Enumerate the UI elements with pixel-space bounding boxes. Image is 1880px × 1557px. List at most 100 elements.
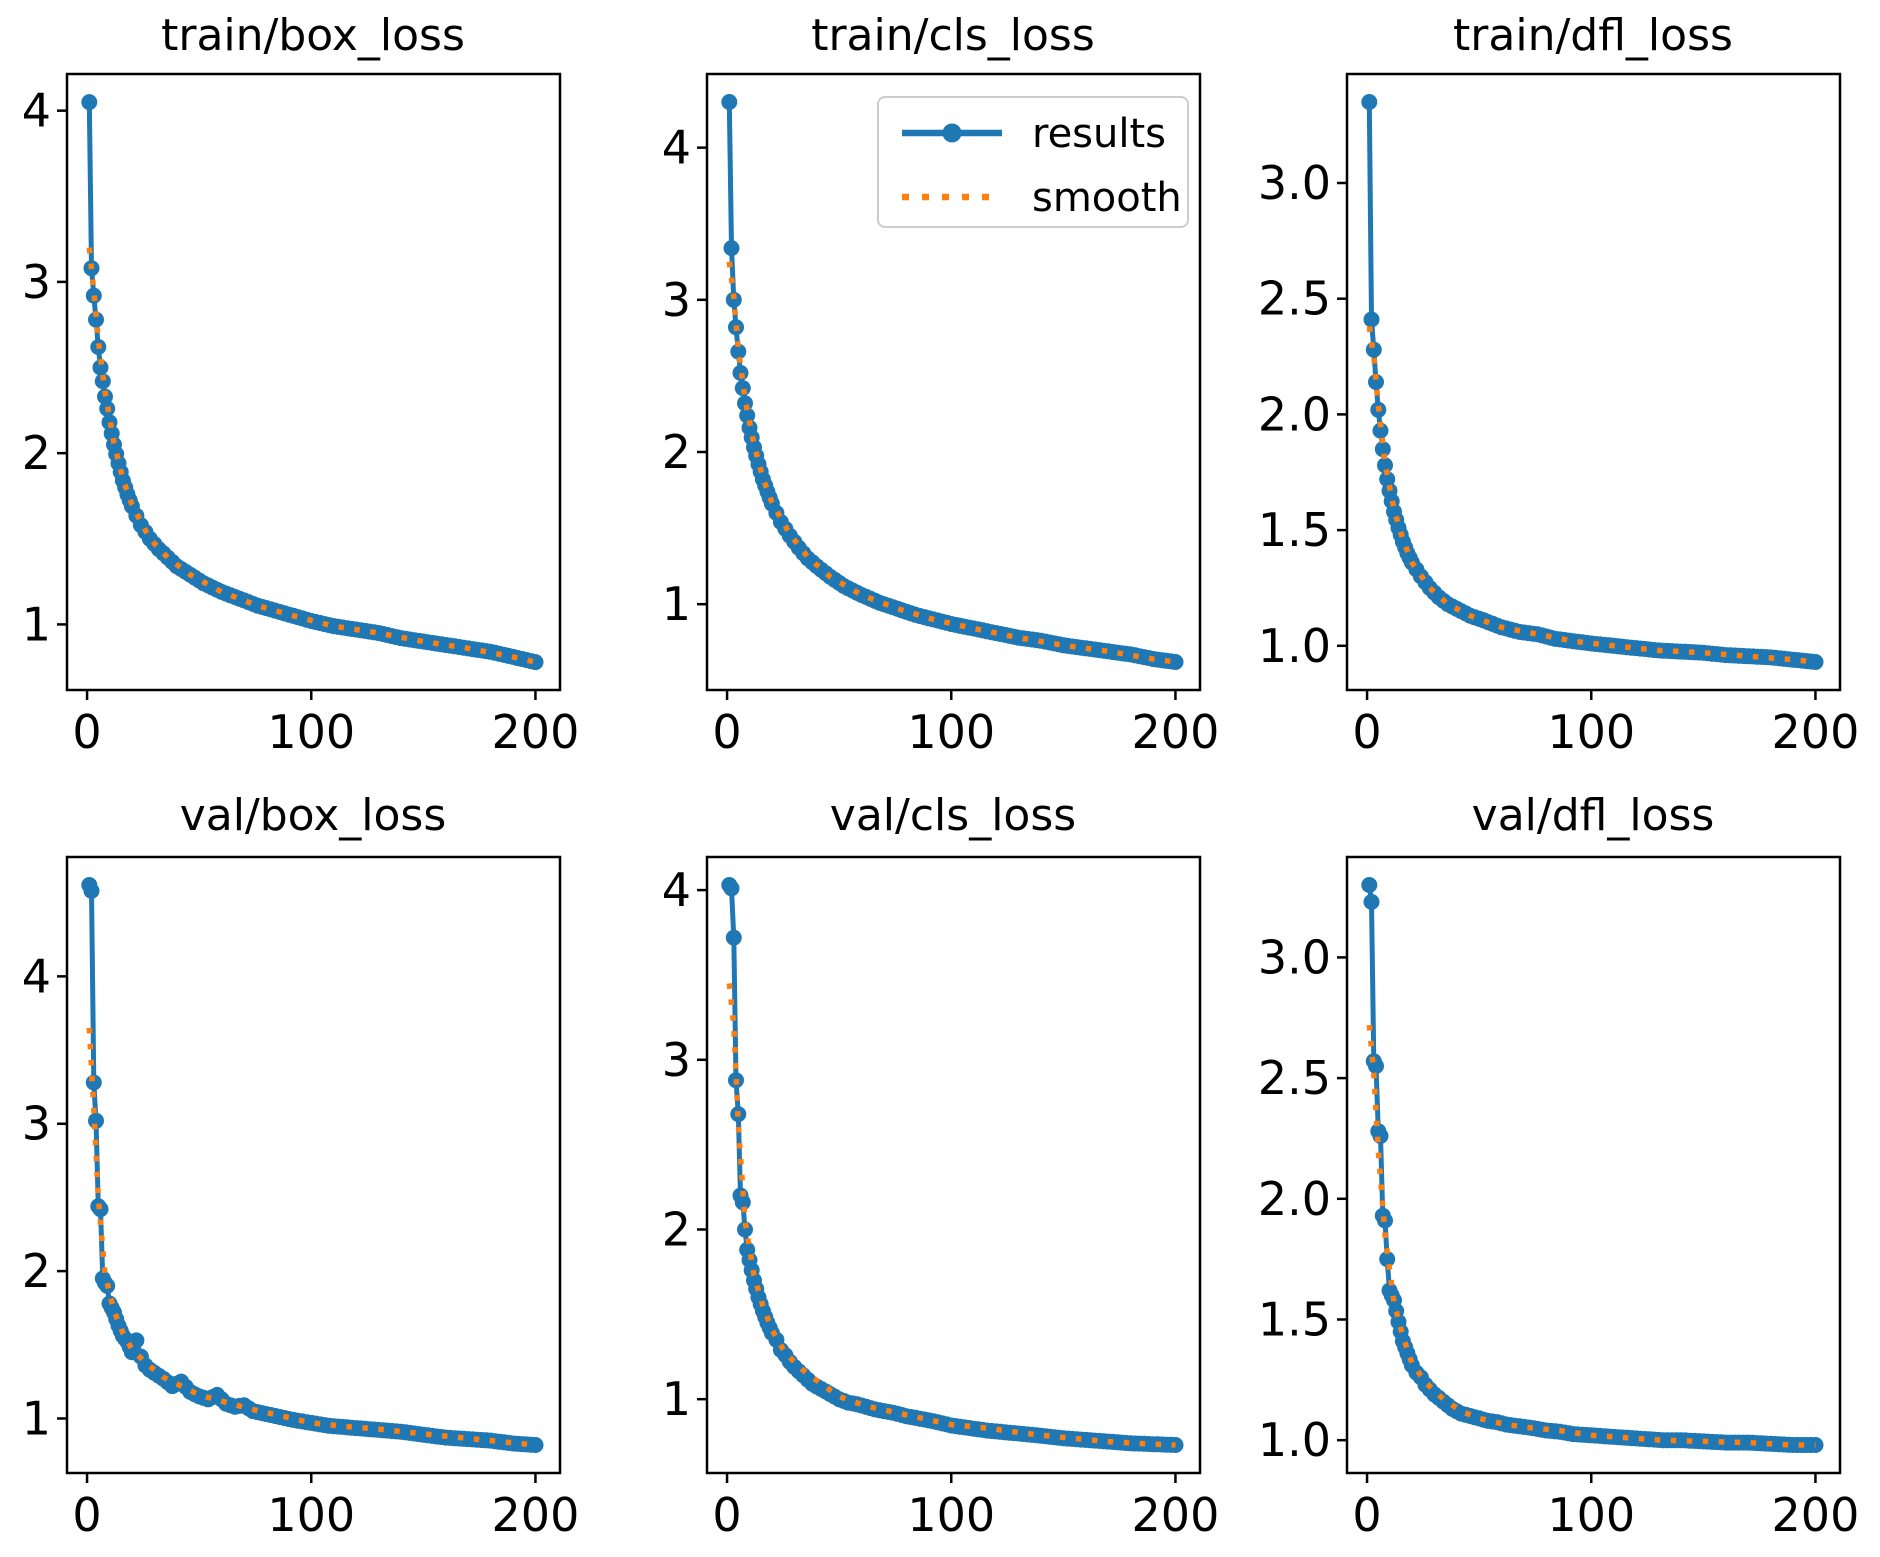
panel-val-box-loss: val/box_loss 0 100 200 1 2 3 4 [22, 790, 580, 1542]
y-tick-label: 1.0 [1258, 619, 1331, 673]
y-tick-label: 1.5 [1258, 503, 1331, 557]
results-marker [1379, 1251, 1396, 1268]
y-tick-label: 2.0 [1258, 387, 1331, 441]
results-marker [1372, 422, 1389, 439]
results-marker [527, 654, 544, 671]
panel-title: train/box_loss [161, 10, 465, 61]
x-tick-label: 200 [1132, 1488, 1220, 1542]
y-tick-label: 3 [662, 273, 691, 327]
x-tick-label: 100 [267, 1488, 355, 1542]
y-tick-label: 2 [22, 1244, 51, 1298]
x-tick-label: 200 [492, 1488, 580, 1542]
x-tick-label: 200 [1772, 1488, 1860, 1542]
results-marker [723, 240, 740, 257]
smooth-line [726, 983, 1176, 1448]
y-tick-label: 2.5 [1258, 272, 1331, 326]
results-marker [1167, 654, 1184, 670]
y-tick-label: 1.5 [1258, 1292, 1331, 1346]
results-marker [92, 359, 109, 376]
smooth-line [1366, 326, 1816, 665]
panel-val-dfl-loss: val/dfl_loss 0 100 200 1.0 1.5 2.0 2.5 3.0 [1258, 790, 1860, 1542]
x-tick-label: 100 [1547, 705, 1635, 759]
smooth-line [86, 247, 537, 665]
results-line [1366, 101, 1816, 665]
x-tick-label: 200 [1772, 705, 1860, 759]
y-tick-label: 1 [22, 597, 51, 651]
x-tick-label: 0 [1352, 705, 1381, 759]
smooth-line [726, 261, 1176, 665]
y-tick-label: 1 [662, 1372, 691, 1426]
axes-frame [1345, 72, 1842, 692]
y-tick-label: 3 [662, 1033, 691, 1087]
y-tick-label: 3 [22, 1097, 51, 1151]
panel-train-cls-loss: train/cls_loss 0 100 200 1 2 3 4 results smooth [662, 10, 1220, 759]
results-marker [1368, 374, 1384, 390]
y-tick-label: 4 [662, 121, 691, 175]
y-tick-label: 3 [22, 255, 51, 309]
plot-area: 0 100 200 1.0 1.5 2.0 2.5 3.0 [1258, 72, 1860, 759]
axes-frame [705, 72, 1202, 692]
panel-train-dfl-loss: train/dfl_loss 0 100 200 1.0 1.5 2.0 2.5 3.0 [1258, 10, 1860, 759]
y-tick-label: 1 [22, 1391, 51, 1445]
results-marker [1374, 441, 1391, 458]
panel-train-box-loss: train/box_loss 0 100 200 1 2 3 4 [22, 10, 580, 759]
results-marker [725, 929, 742, 946]
panel-val-cls-loss: val/cls_loss 0 100 200 1 2 3 4 [662, 790, 1220, 1542]
smooth-line [86, 1027, 536, 1448]
axes-frame [705, 855, 1202, 1475]
legend-results-label: results [1032, 111, 1166, 157]
legend-results-marker-sample [942, 123, 962, 143]
smooth-line [1366, 1024, 1816, 1448]
results-marker [1807, 654, 1824, 670]
results-marker [1361, 877, 1378, 893]
axes-frame [65, 72, 562, 692]
results-marker [83, 882, 100, 899]
results-line [1366, 884, 1816, 1448]
y-tick-label: 3.0 [1258, 930, 1331, 984]
plot-area: 0 100 200 1 2 3 4 [22, 855, 580, 1542]
y-tick-label: 4 [22, 949, 51, 1003]
y-tick-label: 2.5 [1258, 1051, 1331, 1105]
y-tick-label: 2 [662, 1202, 691, 1256]
y-tick-label: 1.0 [1258, 1413, 1331, 1467]
x-tick-label: 100 [907, 1488, 995, 1542]
results-marker [734, 1194, 751, 1211]
results-marker [97, 388, 113, 405]
legend: results smooth [877, 96, 1189, 228]
x-tick-label: 100 [1547, 1488, 1635, 1542]
legend-smooth-label: smooth [1032, 175, 1182, 221]
x-tick-label: 200 [1132, 705, 1220, 759]
results-marker [94, 373, 111, 390]
y-tick-label: 1 [662, 577, 691, 631]
results-marker [81, 94, 98, 111]
x-tick-label: 0 [72, 1488, 101, 1542]
results-marker [1361, 94, 1378, 110]
results-marker [723, 880, 740, 897]
y-tick-label: 4 [22, 84, 51, 138]
panel-title: val/cls_loss [830, 790, 1076, 841]
results-marker [128, 1332, 145, 1349]
y-tick-label: 3.0 [1258, 156, 1331, 210]
axes-frame [1345, 855, 1842, 1475]
plot-area: 0 100 200 1 2 3 4 [22, 72, 579, 759]
results-marker [725, 291, 742, 308]
y-tick-label: 2.0 [1258, 1172, 1331, 1226]
y-tick-label: 2 [662, 425, 691, 479]
results-marker [88, 311, 104, 328]
results-line [86, 884, 536, 1448]
results-line [86, 102, 537, 665]
panel-title: train/cls_loss [811, 10, 1095, 61]
x-tick-label: 0 [712, 1488, 741, 1542]
y-tick-label: 2 [22, 426, 51, 480]
plot-area: 0 100 200 1 2 3 4 results smooth [662, 72, 1220, 759]
results-marker [739, 407, 756, 424]
axes-frame [65, 855, 562, 1475]
results-marker [527, 1437, 544, 1453]
plot-area: 0 100 200 1 2 3 4 [662, 855, 1220, 1542]
x-tick-label: 0 [1352, 1488, 1381, 1542]
plot-area: 0 100 200 1.0 1.5 2.0 2.5 3.0 [1258, 855, 1860, 1542]
panel-title: train/dfl_loss [1453, 10, 1733, 61]
panel-title: val/dfl_loss [1472, 790, 1715, 841]
x-tick-label: 100 [267, 705, 355, 759]
